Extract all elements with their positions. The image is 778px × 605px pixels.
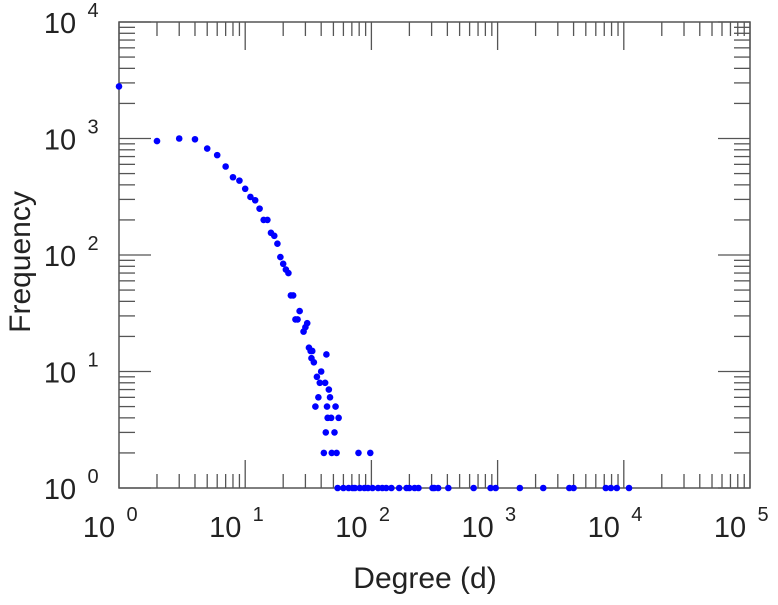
data-point [251, 196, 259, 204]
data-point [316, 379, 324, 387]
x-tick-label-exponent: 4 [631, 504, 642, 526]
data-point [395, 484, 403, 492]
y-axis-label: Frequency [4, 191, 37, 333]
data-point [313, 373, 321, 381]
data-point [516, 484, 524, 492]
data-point [351, 484, 359, 492]
data-point [445, 484, 452, 492]
x-tick-label-base: 10 [461, 512, 493, 544]
data-point [308, 347, 316, 355]
data-point [356, 484, 364, 492]
y-tick-label-base: 10 [44, 125, 76, 157]
data-point [153, 137, 161, 145]
data-point [274, 240, 281, 248]
x-tick-label-base: 10 [83, 512, 115, 544]
y-tick-label-exponent: 4 [87, 0, 98, 22]
data-point [325, 386, 333, 393]
data-point [191, 135, 199, 143]
data-point [241, 185, 249, 193]
data-point [294, 316, 301, 323]
y-tick-label-base: 10 [44, 358, 76, 390]
data-point [320, 449, 328, 457]
data-point [222, 163, 229, 170]
data-point [570, 484, 577, 492]
x-tick-label-exponent: 5 [757, 504, 768, 526]
data-point [296, 307, 303, 315]
data-point [270, 232, 278, 240]
y-tick-label-exponent: 1 [87, 350, 98, 372]
data-point [613, 484, 621, 492]
data-point [326, 394, 334, 401]
data-point [328, 449, 336, 457]
data-point [434, 484, 442, 492]
x-tick-label-exponent: 3 [505, 504, 516, 526]
plot-frame [118, 21, 751, 489]
data-point [366, 449, 374, 457]
data-point [289, 292, 297, 299]
data-point [539, 484, 547, 492]
data-point [625, 484, 633, 492]
data-point [415, 484, 422, 492]
data-point [175, 135, 183, 142]
y-tick-label-base: 10 [44, 8, 76, 40]
data-point [277, 253, 284, 261]
data-point [369, 484, 376, 492]
data-point [247, 193, 254, 201]
data-point [317, 368, 325, 375]
data-point [323, 351, 330, 358]
data-point [322, 429, 330, 436]
data-point [602, 484, 610, 492]
data-point [406, 484, 413, 492]
data-point [213, 151, 221, 159]
data-point [492, 484, 499, 492]
data-point [264, 216, 271, 224]
data-point [279, 260, 287, 268]
y-tick-labels: 10 0 10 1 10 2 10 3 10 4 [44, 0, 99, 506]
x-tick-label-base: 10 [588, 512, 620, 544]
data-point [607, 484, 615, 492]
data-point [323, 403, 331, 410]
data-point [115, 83, 123, 90]
data-point [335, 414, 342, 422]
y-tick-label-exponent: 3 [87, 117, 98, 139]
data-point [321, 379, 329, 387]
x-tick-label-exponent: 1 [253, 504, 264, 526]
data-point [332, 403, 339, 410]
data-point [256, 205, 263, 212]
axis-ticks [118, 21, 751, 489]
data-point [327, 414, 335, 422]
data-point [312, 403, 319, 410]
data-point [382, 484, 390, 492]
data-point [340, 484, 347, 492]
x-tick-label-base: 10 [335, 512, 367, 544]
data-point [333, 449, 340, 457]
x-tick-label-base: 10 [209, 512, 241, 544]
data-point [236, 177, 243, 184]
x-tick-labels: 10 0 10 1 10 2 10 3 10 4 10 5 [83, 504, 769, 544]
data-point [470, 484, 477, 492]
data-point [388, 484, 395, 492]
y-tick-label-exponent: 0 [87, 466, 98, 488]
data-point [315, 394, 322, 401]
data-point [487, 484, 494, 492]
y-tick-label-base: 10 [44, 474, 76, 506]
y-tick-label-base: 10 [44, 241, 76, 273]
x-tick-label-exponent: 0 [126, 504, 137, 526]
y-tick-label-exponent: 2 [87, 233, 98, 255]
x-axis-label: Degree (d) [353, 562, 496, 595]
data-point [310, 358, 318, 366]
data-point [203, 145, 211, 152]
data-point [355, 449, 362, 457]
data-point [331, 429, 338, 436]
data-point [303, 319, 311, 327]
x-tick-label-base: 10 [714, 512, 746, 544]
data-point [229, 173, 237, 181]
data-point [285, 269, 292, 277]
data-points [115, 83, 633, 492]
x-tick-label-exponent: 2 [379, 504, 390, 526]
data-point [334, 484, 341, 492]
